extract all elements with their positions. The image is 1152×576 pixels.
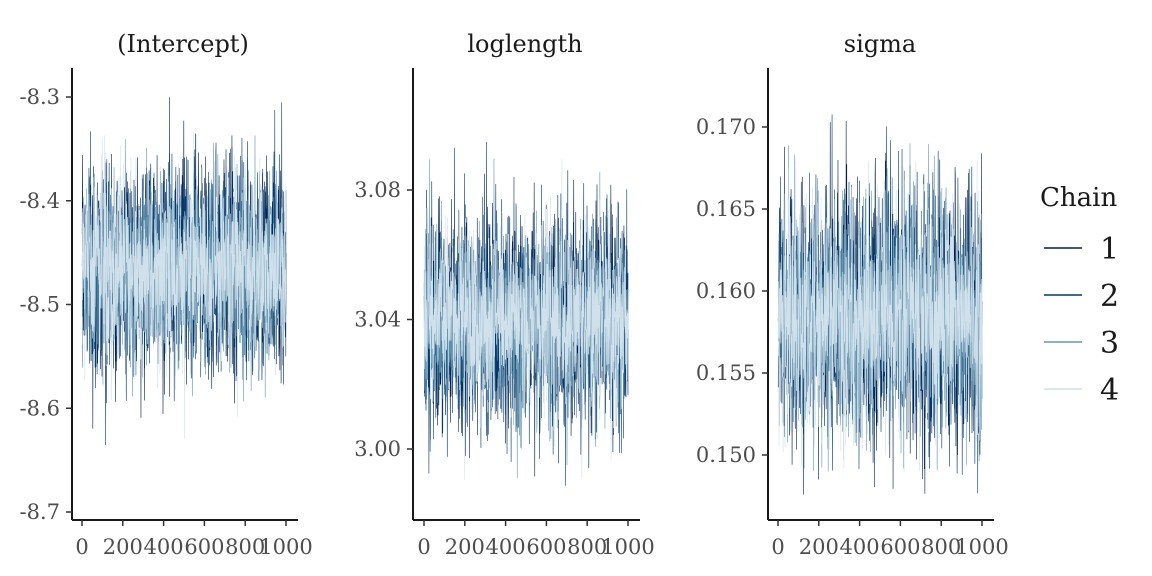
legend: Chain 1 2 3 4: [1040, 183, 1119, 408]
x-tick-label: 600: [526, 535, 566, 559]
y-tick-label: -8.3: [20, 85, 61, 109]
traces-sigma: [777, 114, 983, 495]
panel-title-intercept: (Intercept): [117, 30, 249, 58]
y-tick-label: 3.08: [354, 178, 401, 202]
traces-intercept: [81, 97, 287, 445]
y-tick-label: 3.04: [354, 308, 401, 332]
panel-sigma: sigma 0.150 0.155 0.160 0.165 0.170 0 200 400 60…: [696, 30, 1009, 559]
y-tick-label: -8.5: [20, 293, 61, 317]
panel-intercept: (Intercept) -8.7 -8.6 -8.5 -8.4 -8.3 0 200 400 6…: [20, 30, 313, 559]
x-tick-label: 1000: [259, 535, 312, 559]
y-tick-label: -8.7: [20, 500, 61, 524]
traces-loglength: [423, 141, 629, 486]
legend-label-chain-2: 2: [1100, 279, 1119, 314]
x-tick-label: 400: [144, 535, 184, 559]
y-tick-label: 0.155: [696, 361, 756, 385]
legend-title: Chain: [1040, 183, 1117, 213]
x-tick-label: 1000: [601, 535, 654, 559]
x-tick-label: 800: [225, 535, 265, 559]
x-tick-label: 200: [103, 535, 143, 559]
y-tick-label: -8.6: [20, 396, 61, 420]
x-tick-label: 600: [880, 535, 920, 559]
x-tick-label: 600: [184, 535, 224, 559]
axes-sigma: 0.150 0.155 0.160 0.165 0.170 0 200 400 600 80010…: [696, 68, 1009, 559]
x-tick-label: 400: [486, 535, 526, 559]
panel-title-loglength: loglength: [467, 30, 582, 58]
x-tick-label: 800: [567, 535, 607, 559]
x-tick-label: 0: [75, 535, 88, 559]
x-tick-label: 1000: [955, 535, 1008, 559]
y-tick-label: 0.150: [696, 443, 756, 467]
y-tick-label: 0.165: [696, 197, 756, 221]
x-tick-label: 200: [445, 535, 485, 559]
legend-label-chain-1: 1: [1100, 232, 1119, 267]
y-tick-label: 3.00: [354, 437, 401, 461]
legend-label-chain-4: 4: [1100, 373, 1119, 408]
y-tick-label: 0.160: [696, 279, 756, 303]
x-tick-label: 0: [417, 535, 430, 559]
x-tick-label: 400: [840, 535, 880, 559]
trace-chain-4: [423, 159, 629, 481]
panel-title-sigma: sigma: [844, 30, 916, 58]
y-tick-label: 0.170: [696, 115, 756, 139]
trace-chain-4: [81, 131, 287, 439]
x-tick-label: 800: [921, 535, 961, 559]
x-tick-label: 0: [771, 535, 784, 559]
y-tick-label: -8.4: [20, 189, 61, 213]
legend-label-chain-3: 3: [1100, 326, 1119, 361]
trace-chain-4: [777, 160, 983, 472]
x-tick-label: 200: [799, 535, 839, 559]
